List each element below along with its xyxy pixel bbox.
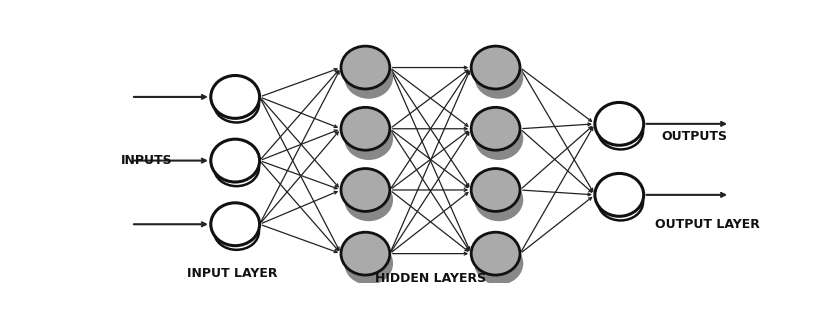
Ellipse shape [598,184,643,220]
Ellipse shape [341,107,390,150]
Ellipse shape [471,232,520,275]
Text: OUTPUT LAYER: OUTPUT LAYER [655,218,760,231]
Ellipse shape [595,173,643,216]
Text: INPUT LAYER: INPUT LAYER [186,267,277,280]
Text: INPUTS: INPUTS [121,154,173,167]
Ellipse shape [344,117,393,160]
Ellipse shape [214,150,259,186]
Ellipse shape [211,75,260,118]
Ellipse shape [341,169,390,211]
Ellipse shape [341,46,390,89]
Ellipse shape [344,56,393,99]
Ellipse shape [214,86,259,122]
Ellipse shape [471,169,520,211]
Ellipse shape [214,213,259,250]
Ellipse shape [475,117,523,160]
Ellipse shape [598,113,643,149]
Ellipse shape [344,242,393,285]
Ellipse shape [471,46,520,89]
Ellipse shape [475,56,523,99]
Ellipse shape [211,139,260,182]
Ellipse shape [211,203,260,246]
Text: OUTPUTS: OUTPUTS [662,130,727,142]
Ellipse shape [475,242,523,285]
Ellipse shape [475,178,523,221]
Ellipse shape [341,232,390,275]
Ellipse shape [595,102,643,145]
Ellipse shape [344,178,393,221]
Ellipse shape [471,107,520,150]
Text: HIDDEN LAYERS: HIDDEN LAYERS [375,272,486,285]
